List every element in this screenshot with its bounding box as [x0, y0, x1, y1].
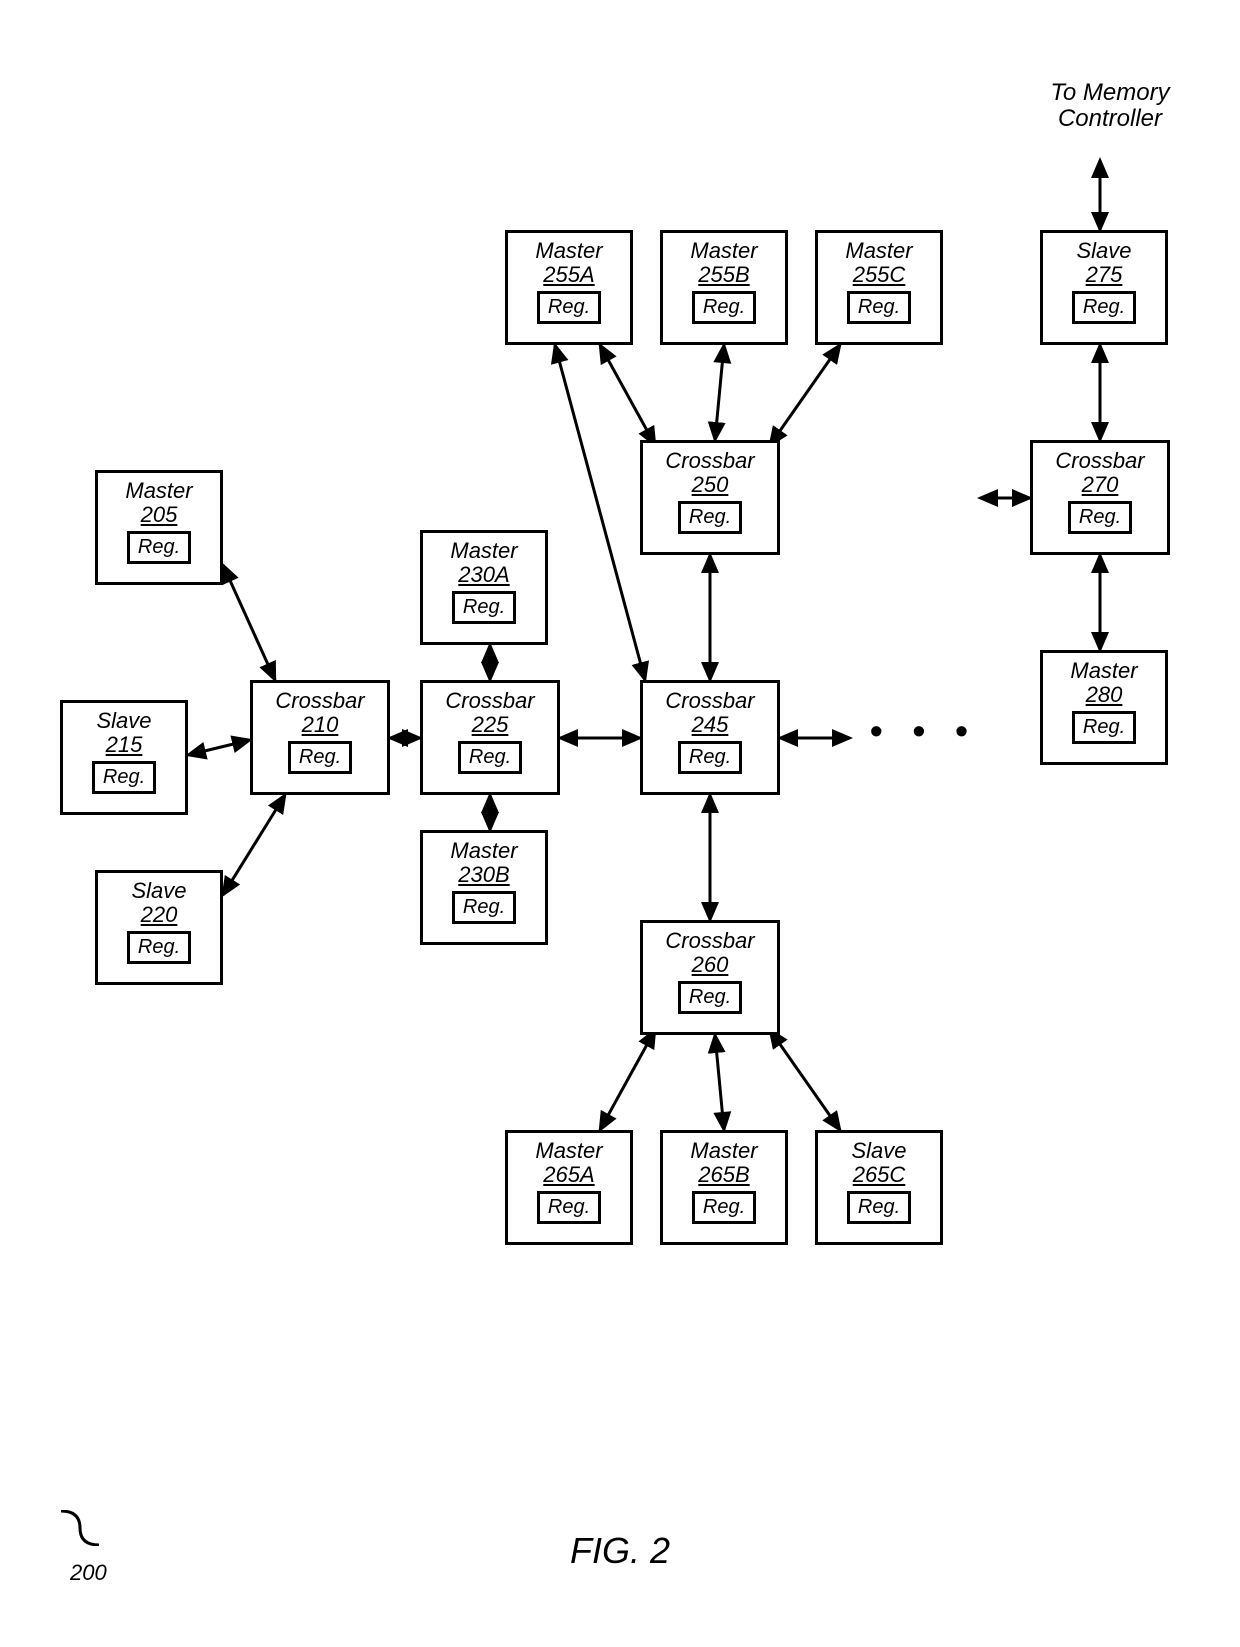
- node-id: 255C: [818, 263, 940, 287]
- node-255c: Master255C Reg.: [815, 230, 943, 345]
- reg-box: Reg.: [127, 531, 191, 564]
- node-role: Slave: [1043, 239, 1165, 263]
- edge-n255C-n250: [770, 345, 840, 445]
- reg-box: Reg.: [678, 501, 742, 534]
- edge-n265C-n260: [770, 1030, 840, 1130]
- node-role: Master: [1043, 659, 1165, 683]
- diagram-canvas: Master205Reg.Slave215Reg.Slave220Reg.Cro…: [0, 0, 1240, 1647]
- figure-bracket: [60, 1510, 100, 1552]
- reg-box: Reg.: [537, 291, 601, 324]
- node-id: 215: [63, 733, 185, 757]
- reg-box: Reg.: [678, 981, 742, 1014]
- node-id: 255A: [508, 263, 630, 287]
- node-id: 260: [643, 953, 777, 977]
- node-role: Master: [663, 239, 785, 263]
- node-id: 210: [253, 713, 387, 737]
- reg-box: Reg.: [288, 741, 352, 774]
- edge-n205-n210: [223, 565, 275, 680]
- node-id: 245: [643, 713, 777, 737]
- node-205: Master205 Reg.: [95, 470, 223, 585]
- node-role: Crossbar: [643, 929, 777, 953]
- node-id: 265B: [663, 1163, 785, 1187]
- node-role: Master: [423, 539, 545, 563]
- node-role: Master: [508, 1139, 630, 1163]
- reg-box: Reg.: [1068, 501, 1132, 534]
- reg-box: Reg.: [1072, 711, 1136, 744]
- reg-box: Reg.: [692, 291, 756, 324]
- node-id: 255B: [663, 263, 785, 287]
- node-275: Slave275 Reg.: [1040, 230, 1168, 345]
- node-265c: Slave265C Reg.: [815, 1130, 943, 1245]
- reg-box: Reg.: [1072, 291, 1136, 324]
- node-255a: Master255A Reg.: [505, 230, 633, 345]
- node-230b: Master230B Reg.: [420, 830, 548, 945]
- node-id: 275: [1043, 263, 1165, 287]
- node-role: Slave: [98, 879, 220, 903]
- node-265b: Master265B Reg.: [660, 1130, 788, 1245]
- node-role: Master: [663, 1139, 785, 1163]
- figure-ref: 200: [70, 1560, 107, 1586]
- edge-n255B-n250: [715, 345, 724, 440]
- reg-box: Reg.: [847, 291, 911, 324]
- reg-box: Reg.: [458, 741, 522, 774]
- node-id: 220: [98, 903, 220, 927]
- node-role: Master: [423, 839, 545, 863]
- edge-n220-n210: [223, 795, 285, 895]
- node-260: Crossbar260 Reg.: [640, 920, 780, 1035]
- edge-n255A-n245: [555, 345, 645, 680]
- node-220: Slave220 Reg.: [95, 870, 223, 985]
- reg-box: Reg.: [452, 891, 516, 924]
- reg-box: Reg.: [452, 591, 516, 624]
- reg-box: Reg.: [537, 1191, 601, 1224]
- node-id: 265A: [508, 1163, 630, 1187]
- ellipsis: • • •: [870, 710, 978, 752]
- node-265a: Master265A Reg.: [505, 1130, 633, 1245]
- node-role: Slave: [63, 709, 185, 733]
- node-225: Crossbar225 Reg.: [420, 680, 560, 795]
- node-255b: Master255B Reg.: [660, 230, 788, 345]
- node-role: Master: [508, 239, 630, 263]
- node-270: Crossbar270 Reg.: [1030, 440, 1170, 555]
- node-215: Slave215 Reg.: [60, 700, 188, 815]
- node-id: 230A: [423, 563, 545, 587]
- node-250: Crossbar250 Reg.: [640, 440, 780, 555]
- reg-box: Reg.: [678, 741, 742, 774]
- node-245: Crossbar245 Reg.: [640, 680, 780, 795]
- node-role: Master: [98, 479, 220, 503]
- node-role: Crossbar: [643, 689, 777, 713]
- node-role: Crossbar: [423, 689, 557, 713]
- reg-box: Reg.: [127, 931, 191, 964]
- node-id: 265C: [818, 1163, 940, 1187]
- node-role: Crossbar: [1033, 449, 1167, 473]
- node-id: 250: [643, 473, 777, 497]
- node-id: 270: [1033, 473, 1167, 497]
- edge-n265B-n260: [715, 1035, 724, 1130]
- node-230a: Master230A Reg.: [420, 530, 548, 645]
- reg-box: Reg.: [92, 761, 156, 794]
- node-280: Master280 Reg.: [1040, 650, 1168, 765]
- edge-n255A-n250: [600, 345, 655, 445]
- external-memory-label: To Memory Controller: [1020, 80, 1200, 133]
- edge-n215-n210: [188, 740, 250, 755]
- node-id: 280: [1043, 683, 1165, 707]
- reg-box: Reg.: [847, 1191, 911, 1224]
- reg-box: Reg.: [692, 1191, 756, 1224]
- node-role: Crossbar: [643, 449, 777, 473]
- edge-n265A-n260: [600, 1030, 655, 1130]
- node-210: Crossbar210 Reg.: [250, 680, 390, 795]
- node-role: Slave: [818, 1139, 940, 1163]
- node-id: 230B: [423, 863, 545, 887]
- node-id: 205: [98, 503, 220, 527]
- node-role: Crossbar: [253, 689, 387, 713]
- node-role: Master: [818, 239, 940, 263]
- figure-label: FIG. 2: [570, 1530, 670, 1572]
- node-id: 225: [423, 713, 557, 737]
